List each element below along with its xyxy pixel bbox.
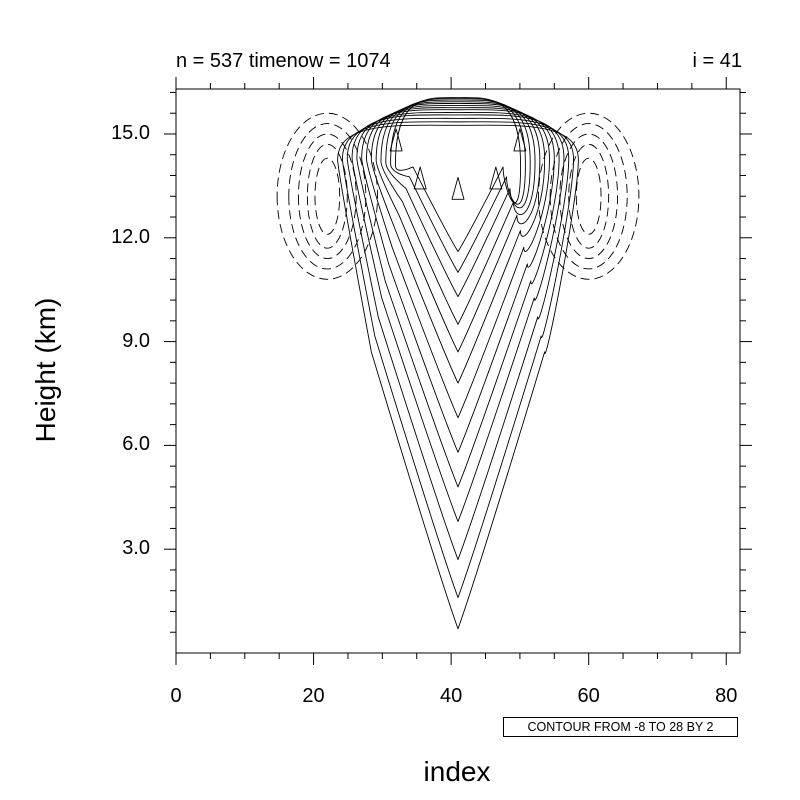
positive-contour-line bbox=[361, 109, 555, 453]
negative-contour-line bbox=[288, 123, 367, 270]
positive-contour-line bbox=[346, 117, 570, 561]
axis-ticks bbox=[164, 77, 752, 665]
positive-contour-line bbox=[375, 103, 541, 353]
contour-info-label: CONTOUR FROM -8 TO 28 BY 2 bbox=[503, 717, 738, 737]
positive-contour-line bbox=[366, 107, 550, 419]
negative-contour-line bbox=[538, 112, 640, 280]
y-axis-label: Height (km) bbox=[30, 297, 61, 443]
right-title: i = 41 bbox=[692, 50, 742, 72]
positive-contour-line bbox=[451, 176, 465, 200]
positive-contour-line bbox=[337, 124, 579, 630]
negative-contour-line bbox=[276, 112, 378, 280]
positive-contour-line bbox=[489, 166, 503, 190]
x-axis-label: index bbox=[423, 756, 491, 787]
negative-contour-line bbox=[306, 143, 348, 249]
y-tick-label: 3.0 bbox=[122, 537, 150, 560]
negative-contour-line bbox=[575, 157, 602, 235]
positive-contour-line bbox=[389, 128, 403, 152]
y-tick-label: 15.0 bbox=[111, 121, 150, 144]
positive-contour-line bbox=[385, 99, 531, 298]
x-tick-label: 40 bbox=[439, 685, 463, 707]
left-title: n = 537 timenow = 1074 bbox=[176, 50, 391, 72]
x-tick-label: 20 bbox=[302, 685, 325, 707]
positive-contour-line bbox=[513, 128, 527, 152]
positive-contour-line bbox=[341, 121, 575, 599]
x-tick-label: 80 bbox=[715, 685, 738, 707]
y-tick-label: 6.0 bbox=[122, 433, 150, 456]
y-tick-label: 9.0 bbox=[122, 329, 150, 352]
contour-lines bbox=[276, 97, 640, 630]
positive-contour-line bbox=[370, 105, 546, 384]
y-tick-label: 12.0 bbox=[111, 225, 150, 248]
negative-contour-line bbox=[314, 157, 341, 235]
positive-contour-line bbox=[413, 166, 427, 190]
plot-frame bbox=[175, 88, 741, 654]
positive-contour-line bbox=[394, 97, 522, 253]
positive-contour-line bbox=[380, 101, 536, 325]
positive-contour-line bbox=[356, 112, 560, 488]
x-tick-label: 0 bbox=[170, 685, 182, 707]
negative-contour-line bbox=[559, 133, 619, 259]
positive-contour-line bbox=[390, 98, 526, 273]
x-tick-label: 60 bbox=[577, 685, 600, 707]
negative-contour-line bbox=[568, 143, 610, 249]
positive-contour-line bbox=[351, 114, 565, 522]
negative-contour-line bbox=[297, 133, 357, 259]
